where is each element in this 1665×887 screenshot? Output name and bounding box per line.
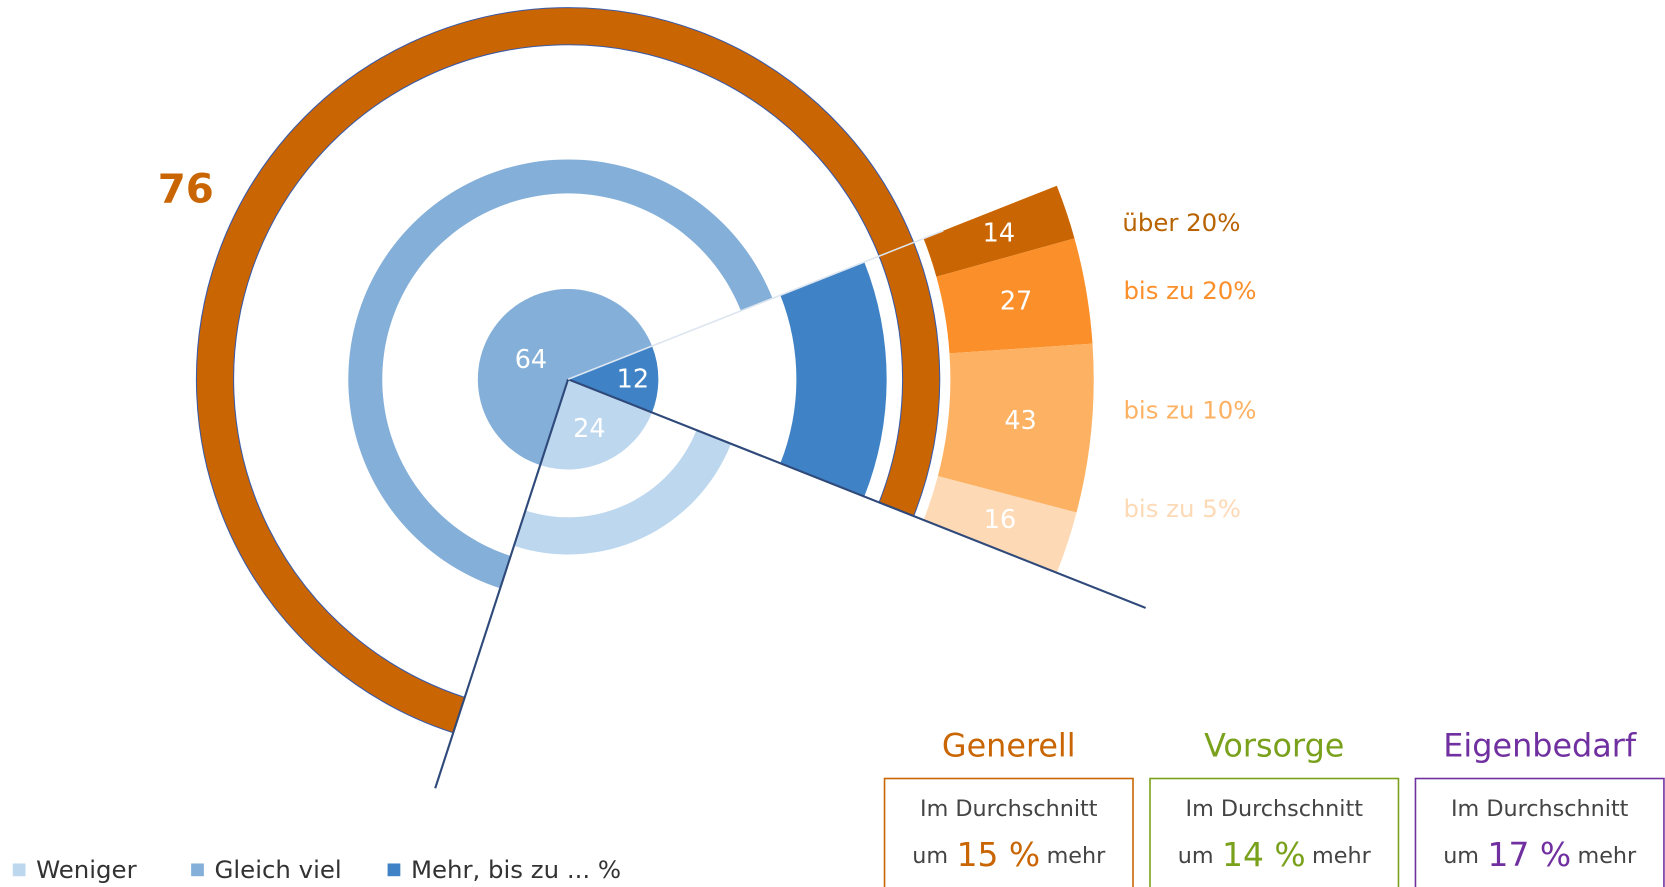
box — [883, 777, 1134, 887]
box-value-line: um 17 % mehr — [1443, 835, 1637, 874]
breakdown-label: bis zu 20% — [1123, 276, 1256, 305]
box-value-line: um 14 % mehr — [1178, 835, 1372, 874]
breakdown-label: bis zu 10% — [1123, 395, 1256, 424]
legend-label: Weniger — [36, 855, 137, 884]
breakdown-segment — [936, 238, 1093, 354]
box — [1149, 777, 1400, 887]
box-value: 15 % — [957, 835, 1041, 874]
breakdown-segment — [923, 476, 1077, 573]
breakdown-segment — [923, 185, 1075, 277]
box-suffix: mehr — [1578, 843, 1638, 869]
pie-slice — [477, 288, 653, 466]
breakdown-label: bis zu 5% — [1123, 494, 1241, 523]
box-prefix: um — [912, 843, 948, 869]
leader-line — [567, 229, 944, 380]
total-ring — [195, 7, 941, 734]
legend-swatch — [191, 863, 204, 877]
box-prefix: um — [1178, 843, 1214, 869]
breakdown-segment — [937, 343, 1094, 513]
box-prefix: um — [1443, 843, 1479, 869]
box-line: Im Durchschnitt — [920, 796, 1098, 822]
box-title: Eigenbedarf — [1443, 727, 1637, 765]
leader-line — [567, 378, 1147, 609]
box-value: 14 % — [1222, 835, 1306, 874]
breakdown-value: 14 — [983, 218, 1015, 248]
box-line: Im Durchschnitt — [1186, 796, 1364, 822]
breakdown-value: 43 — [1004, 406, 1036, 436]
box-suffix: mehr — [1047, 843, 1107, 869]
breakdown-label: über 20% — [1122, 208, 1240, 237]
box-value: 17 % — [1488, 835, 1572, 874]
pie-slice — [568, 346, 659, 413]
box — [1414, 777, 1665, 887]
box-suffix: mehr — [1312, 843, 1372, 869]
total-label: 76 — [158, 165, 214, 212]
legend-label: Gleich viel — [214, 855, 341, 884]
breakdown-value: 27 — [1000, 287, 1032, 317]
slice-label: 24 — [573, 414, 605, 444]
box-line: Im Durchschnitt — [1451, 796, 1629, 822]
slice-label: 12 — [617, 364, 649, 394]
legend-swatch — [387, 863, 401, 877]
leader-line — [434, 378, 570, 789]
ring-segment — [780, 261, 887, 497]
box-title: Vorsorge — [1204, 727, 1344, 765]
ring-segment — [513, 430, 731, 555]
box-title: Generell — [942, 727, 1076, 765]
breakdown-value: 16 — [984, 505, 1016, 535]
legend-swatch — [12, 863, 26, 877]
box-value-line: um 15 % mehr — [912, 835, 1106, 874]
slice-label: 64 — [515, 345, 547, 375]
legend-label: Mehr, bis zu ... % — [411, 855, 621, 884]
